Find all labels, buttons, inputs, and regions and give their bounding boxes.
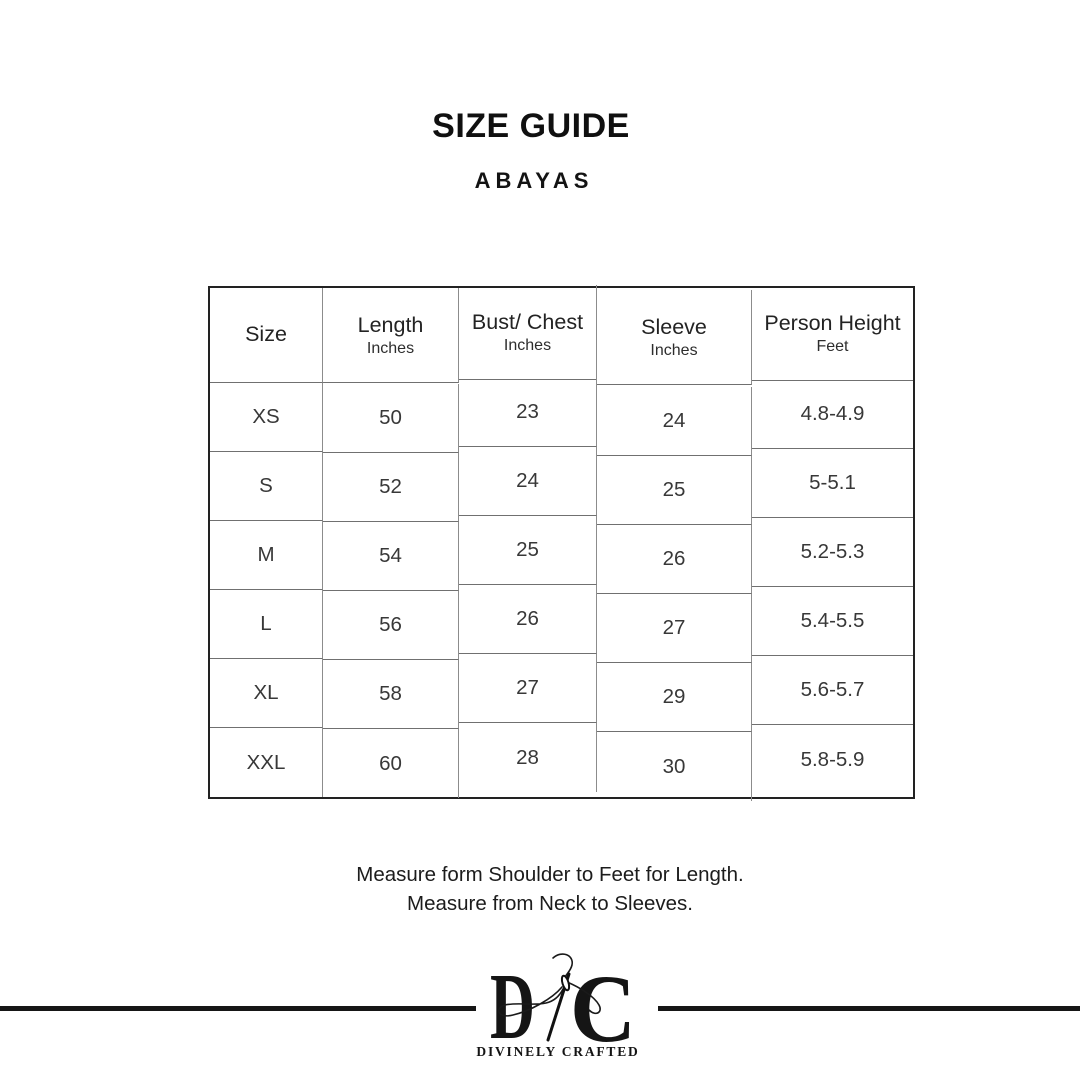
measurement-note-line2: Measure from Neck to Sleeves. — [407, 891, 693, 915]
header-cell-length: Length Inches — [323, 288, 459, 383]
header-unit: Inches — [366, 340, 415, 358]
measurement-note-line1: Measure form Shoulder to Feet for Length… — [356, 863, 744, 886]
cell-xxl-height: 5.8-5.9 — [800, 747, 865, 771]
brand-wordmark: DIVINELY CRAFTED — [476, 1044, 640, 1059]
cell-l-size: L — [210, 590, 323, 659]
logo-letter-c: C — [570, 955, 636, 1060]
header-cell-person-height: Person Height Feet — [752, 286, 913, 381]
cell-l-length: 56 — [323, 591, 459, 660]
size-guide-table: Size Length Inches Bust/ Chest Inches Sl… — [208, 285, 915, 801]
page-title: SIZE GUIDE — [432, 107, 630, 145]
cell-xl-length: 58 — [323, 660, 459, 729]
cell-l-bust: 26 — [459, 585, 597, 654]
cell-l-sleeve: 27 — [597, 594, 752, 663]
cell-m-bust: 25 — [459, 516, 597, 585]
header-unit: Feet — [816, 338, 849, 356]
cell-s-sleeve: 25 — [597, 456, 752, 525]
cell-xxl-length: 60 — [323, 729, 459, 798]
header-label: Length — [357, 312, 424, 337]
header-label: Size — [245, 322, 287, 347]
bottom-rule-right — [658, 1006, 1080, 1011]
bottom-rule-left — [0, 1006, 476, 1011]
header-label: Sleeve — [641, 314, 707, 339]
header-label: Bust/ Chest — [471, 309, 584, 334]
header-cell-sleeve: Sleeve Inches — [597, 290, 752, 385]
cell-m-size: M — [210, 521, 323, 590]
brand-logo: D C — [490, 953, 636, 1060]
cell-xs-sleeve: 24 — [597, 387, 752, 456]
cell-xl-bust: 27 — [459, 654, 597, 723]
cell-s-bust: 24 — [459, 447, 597, 516]
cell-l-height: 5.4-5.5 — [752, 587, 913, 656]
cell-xl-size: XL — [210, 659, 323, 728]
cell-m-sleeve: 26 — [597, 525, 752, 594]
header-unit: Inches — [650, 342, 698, 360]
cell-xs-bust: 23 — [459, 378, 597, 447]
logo-letter-d: D — [490, 955, 535, 1059]
cell-s-length: 52 — [323, 453, 459, 522]
cell-xl-height: 5.6-5.7 — [752, 656, 913, 725]
cell-s-size: S — [210, 452, 323, 521]
header-cell-bust-chest: Bust/ Chest Inches — [459, 285, 597, 380]
cell-m-length: 54 — [323, 522, 459, 591]
cell-xs-size: XS — [210, 383, 323, 452]
page-subtitle: ABAYAS — [474, 168, 594, 193]
cell-m-height: 5.2-5.3 — [752, 518, 913, 587]
cell-xl-sleeve: 29 — [597, 663, 752, 732]
header-cell-size: Size — [210, 288, 323, 383]
cell-xxl-size: XXL — [210, 728, 323, 797]
cell-xxl-bust: 28 — [459, 723, 597, 792]
cell-xs-height: 4.8-4.9 — [752, 380, 913, 449]
header-unit: Inches — [503, 337, 552, 355]
header-label: Person Height — [764, 310, 901, 335]
cell-xs-length: 50 — [323, 384, 459, 453]
cell-s-height: 5-5.1 — [752, 449, 913, 518]
cell-xxl-sleeve: 30 — [597, 732, 752, 801]
needle-icon — [546, 972, 571, 1042]
measurement-notes: Measure form Shoulder to Feet for Length… — [20, 861, 1080, 918]
